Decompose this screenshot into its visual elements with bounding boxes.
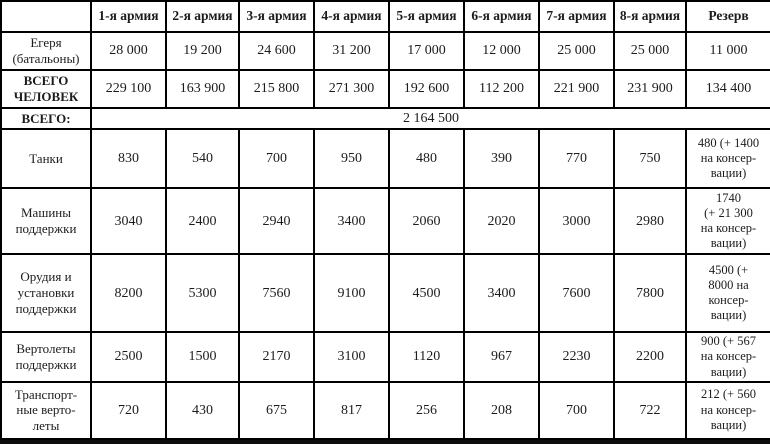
table-cell: 2940 (238, 187, 315, 256)
table-cell: 540 (165, 128, 240, 190)
table-cell: 7560 (238, 253, 315, 334)
cutoff-next-row-edge (0, 440, 770, 444)
table-cell: 25 000 (613, 31, 687, 71)
table-cell-reserve: 480 (+ 1400 на консер- вации) (685, 128, 770, 190)
table-cell: 229 100 (90, 69, 167, 109)
table-cell: 271 300 (313, 69, 390, 109)
row-label: Вертолеты поддержки (0, 331, 92, 383)
table-cell: 215 800 (238, 69, 315, 109)
table-cell: 4500 (388, 253, 465, 334)
table-row-transport-helicopters: Транспорт- ные верто- леты 720 430 675 8… (0, 380, 770, 440)
row-label: Егеря (батальоны) (0, 31, 92, 71)
table-cell: 2170 (238, 331, 315, 383)
table-cell: 770 (538, 128, 615, 190)
table-cell: 2400 (165, 187, 240, 256)
table-row-grand-total: ВСЕГО: 2 164 500 (0, 106, 770, 131)
table-cell: 700 (238, 128, 315, 190)
table-cell: 750 (613, 128, 687, 190)
row-label: Орудия и установки поддержки (0, 253, 92, 334)
table-cell: 17 000 (388, 31, 465, 71)
table-cell: 2020 (463, 187, 540, 256)
table-cell: 7600 (538, 253, 615, 334)
table-cell: 8200 (90, 253, 167, 334)
row-label: Транспорт- ные верто- леты (0, 380, 92, 440)
column-header-army-1: 1-я армия (90, 0, 167, 33)
table-cell: 5300 (165, 253, 240, 334)
table-cell: 480 (388, 128, 465, 190)
column-header-army-8: 8-я армия (613, 0, 687, 33)
table-cell: 1500 (165, 331, 240, 383)
table-row-tanks: Танки 830 540 700 950 480 390 770 750 48… (0, 128, 770, 190)
table-cell: 221 900 (538, 69, 615, 109)
row-label: ВСЕГО: (0, 106, 92, 131)
table-cell: 2060 (388, 187, 465, 256)
table-cell: 675 (238, 380, 315, 440)
row-label: ВСЕГО ЧЕЛОВЕК (0, 69, 92, 109)
table-cell: 31 200 (313, 31, 390, 71)
table-cell-reserve: 1740 (+ 21 300 на консер- вации) (685, 187, 770, 256)
table-cell: 2200 (613, 331, 687, 383)
table-cell: 1120 (388, 331, 465, 383)
table-cell: 830 (90, 128, 167, 190)
table-cell: 192 600 (388, 69, 465, 109)
column-header-army-2: 2-я армия (165, 0, 240, 33)
table-cell: 11 000 (685, 31, 770, 71)
row-label: Машины поддержки (0, 187, 92, 256)
table-cell: 967 (463, 331, 540, 383)
table-cell: 720 (90, 380, 167, 440)
table-row-total-people: ВСЕГО ЧЕЛОВЕК 229 100 163 900 215 800 27… (0, 69, 770, 109)
column-header-reserve: Резерв (685, 0, 770, 33)
table-cell: 950 (313, 128, 390, 190)
column-header-army-4: 4-я армия (313, 0, 390, 33)
table-cell: 2980 (613, 187, 687, 256)
column-header-army-6: 6-я армия (463, 0, 540, 33)
table-cell: 700 (538, 380, 615, 440)
table-cell: 2500 (90, 331, 167, 383)
table-cell: 3400 (313, 187, 390, 256)
column-header-army-5: 5-я армия (388, 0, 465, 33)
table-cell: 3000 (538, 187, 615, 256)
table-cell: 12 000 (463, 31, 540, 71)
table-cell: 231 900 (613, 69, 687, 109)
table-cell: 390 (463, 128, 540, 190)
table-cell: 3400 (463, 253, 540, 334)
table-cell: 24 600 (238, 31, 315, 71)
table-cell: 208 (463, 380, 540, 440)
table-row-support-helicopters: Вертолеты поддержки 2500 1500 2170 3100 … (0, 331, 770, 383)
table-cell: 430 (165, 380, 240, 440)
table-cell: 722 (613, 380, 687, 440)
table-cell: 134 400 (685, 69, 770, 109)
table-row-guns-mounts: Орудия и установки поддержки 8200 5300 7… (0, 253, 770, 334)
table-cell: 9100 (313, 253, 390, 334)
table-row-support-vehicles: Машины поддержки 3040 2400 2940 3400 206… (0, 187, 770, 256)
table-cell-reserve: 900 (+ 567 на консер- вации) (685, 331, 770, 383)
grand-total-value: 2 164 500 (90, 106, 770, 131)
table-cell: 7800 (613, 253, 687, 334)
column-header-army-7: 7-я армия (538, 0, 615, 33)
table-cell: 112 200 (463, 69, 540, 109)
table-cell: 25 000 (538, 31, 615, 71)
table-cell: 28 000 (90, 31, 167, 71)
table-cell: 256 (388, 380, 465, 440)
row-label: Танки (0, 128, 92, 190)
table-cell: 19 200 (165, 31, 240, 71)
table-cell: 163 900 (165, 69, 240, 109)
header-row: 1-я армия 2-я армия 3-я армия 4-я армия … (0, 0, 770, 33)
table-cell-reserve: 4500 (+ 8000 на консер- вации) (685, 253, 770, 334)
corner-cell (0, 0, 92, 33)
table-cell-reserve: 212 (+ 560 на консер- вации) (685, 380, 770, 440)
table-cell: 817 (313, 380, 390, 440)
table-cell: 3040 (90, 187, 167, 256)
table-row-jaegers: Егеря (батальоны) 28 000 19 200 24 600 3… (0, 31, 770, 71)
table-cell: 2230 (538, 331, 615, 383)
table-cell: 3100 (313, 331, 390, 383)
column-header-army-3: 3-я армия (238, 0, 315, 33)
